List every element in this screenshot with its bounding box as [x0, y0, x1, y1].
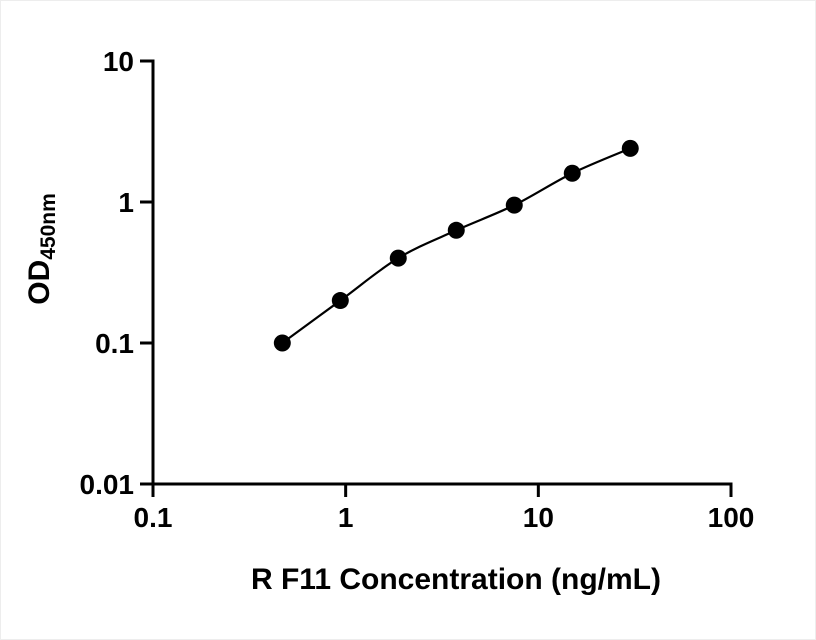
x-tick-label: 0.1 — [134, 502, 173, 533]
data-point-marker — [389, 249, 407, 267]
axis-ticks — [140, 59, 733, 497]
x-tick-label: 100 — [708, 502, 755, 533]
y-tick-label: 0.1 — [95, 328, 134, 359]
data-point-marker — [563, 164, 581, 182]
data-point-marker — [273, 334, 291, 352]
y-tick-label: 10 — [103, 46, 134, 77]
y-tick-label: 0.01 — [80, 469, 135, 500]
data-point-marker — [447, 221, 465, 239]
y-axis-title: OD450nm — [23, 193, 60, 305]
y-axis-title-subscript: 450nm — [37, 193, 60, 260]
y-tick-label: 1 — [118, 187, 134, 218]
data-point-marker — [331, 292, 349, 310]
data-point-marker — [505, 196, 523, 214]
data-point-marker — [621, 139, 639, 157]
axes — [151, 59, 733, 486]
x-tick-label: 1 — [338, 502, 354, 533]
x-axis-title: R F11 Concentration (ng/mL) — [251, 563, 661, 596]
x-tick-label: 10 — [523, 502, 554, 533]
data-series — [273, 139, 639, 352]
y-axis-title-main: OD — [23, 260, 56, 305]
